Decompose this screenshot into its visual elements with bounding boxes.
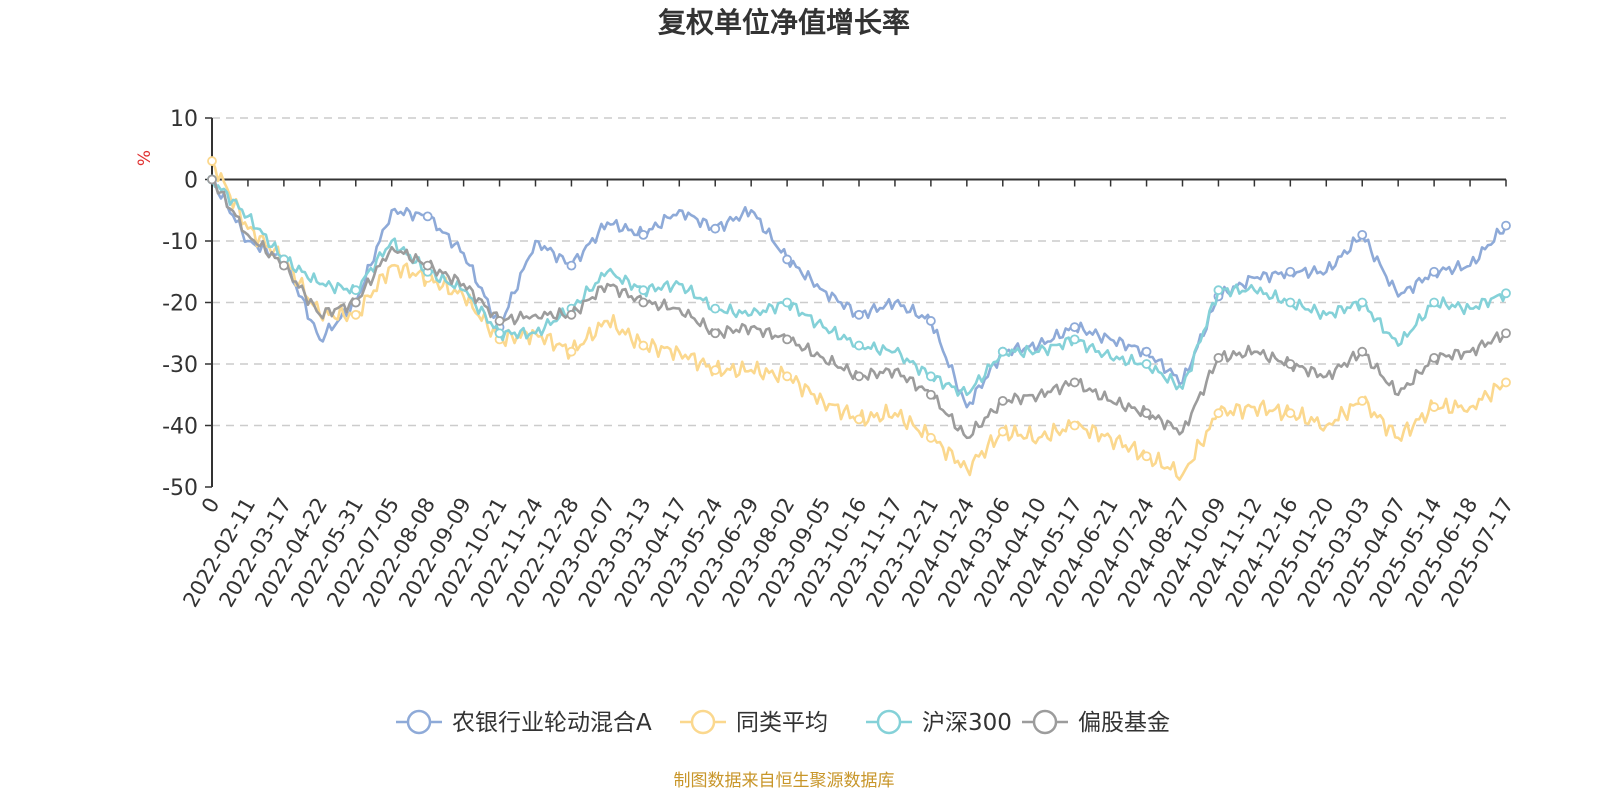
data-point [997,346,1008,357]
legend-label: 沪深300 [922,710,1012,736]
data-point [925,389,936,400]
data-point [1357,297,1368,308]
data-point [782,334,793,345]
data-point [854,414,864,425]
legend-item[interactable]: 偏股基金 [1022,709,1170,736]
y-tick-label: 0 [184,169,198,194]
data-point [710,303,721,314]
data-point [350,309,361,320]
data-point [1285,408,1296,419]
data-point [1141,359,1152,369]
chart-title: 复权单位净值增长率 [658,6,910,39]
data-point [1429,297,1440,308]
series-lines [207,156,1511,481]
data-point [1429,402,1440,412]
data-point [854,340,864,351]
data-point [1069,377,1080,388]
legend-marker-icon [876,709,902,735]
data-point [1141,346,1152,357]
data-point [350,297,361,308]
data-point [1357,229,1368,240]
legend-marker-icon [1032,709,1058,735]
data-point [854,309,864,320]
data-point [278,260,289,271]
series-group [207,174,1511,440]
data-point [494,328,505,339]
data-point [925,316,936,326]
data-point [710,365,721,376]
data-point [1501,377,1511,388]
data-point [1213,352,1224,363]
x-tick-labels: 02022-02-112022-03-172022-04-222022-05-3… [178,493,1518,611]
y-tick-label: -20 [162,292,198,317]
data-point [925,371,936,382]
data-point [1069,322,1080,333]
data-point [1357,395,1368,406]
data-point [566,260,577,271]
x-tick-label: 0 [197,494,224,518]
data-point [638,285,649,296]
data-point [1357,346,1368,357]
legend-label: 农银行业轮动混合A [452,710,652,736]
y-axis-unit: % [135,150,155,166]
y-tick-label: -30 [162,353,198,378]
legend-marker-icon [406,709,432,735]
data-point [1429,352,1440,363]
data-point [1285,266,1296,277]
data-point [566,309,577,320]
data-point [566,346,577,357]
data-point [1501,220,1511,231]
y-tick-label: -50 [162,476,198,501]
data-point [350,285,361,296]
data-point [422,211,433,222]
data-source-note: 制图数据来自恒生聚源数据库 [674,771,895,791]
data-point [422,260,433,271]
data-point [494,316,505,326]
data-point [710,328,721,339]
data-point [1141,408,1152,419]
data-point [1141,451,1152,462]
legend-label: 同类平均 [736,710,828,736]
data-point [1213,285,1224,296]
data-point [782,297,793,308]
data-point [1213,408,1224,419]
data-point [782,371,793,382]
data-point [1429,266,1440,277]
legend-marker-icon [690,709,716,735]
data-point [207,174,217,185]
data-point [1069,334,1080,345]
data-point [1501,328,1511,339]
data-point [925,432,936,443]
y-tick-labels: 10 0 -10 -20 -30 -40 -50 [162,107,198,501]
legend-label: 偏股基金 [1078,710,1170,736]
legend-item[interactable]: 沪深300 [866,709,1012,736]
legend-item[interactable]: 同类平均 [680,709,828,736]
data-point [1069,420,1080,431]
data-point [638,229,649,240]
data-point [854,371,864,382]
y-tick-label: 10 [170,107,198,132]
data-point [710,223,721,234]
data-point [997,395,1008,406]
data-point [207,156,217,166]
legend[interactable]: 农银行业轮动混合A 同类平均 沪深300 偏股基金 [396,709,1170,736]
data-point [782,254,793,265]
series-group [207,156,1511,481]
series-group [207,174,1511,397]
data-point [1501,288,1511,299]
data-point [1285,359,1296,369]
y-tick-label: -10 [162,230,198,255]
data-point [1285,297,1296,308]
y-tick-label: -40 [162,415,198,440]
data-point [997,426,1008,437]
data-point [638,297,649,308]
legend-item[interactable]: 农银行业轮动混合A [396,709,652,736]
data-point [638,340,649,351]
